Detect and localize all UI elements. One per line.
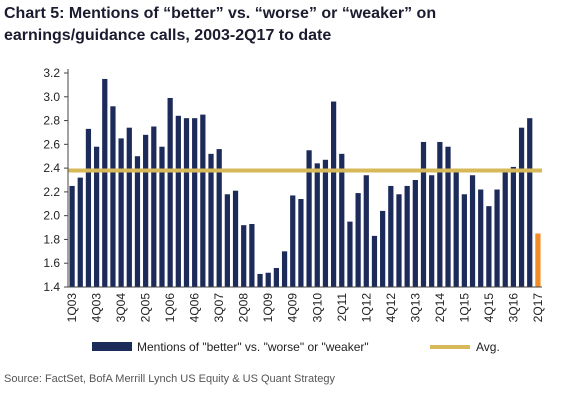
bar: [314, 163, 320, 287]
x-tick-label: 1Q06: [163, 293, 177, 323]
x-tick-label: 4Q12: [384, 293, 398, 323]
bar: [469, 175, 476, 287]
x-tick-label: 1Q03: [65, 293, 79, 323]
bar: [461, 194, 467, 287]
bar: [363, 175, 369, 287]
bar: [159, 146, 165, 287]
y-tick-label: 3.2: [43, 66, 60, 80]
legend-swatch: [92, 342, 132, 351]
x-tick-label: 2Q08: [237, 293, 251, 323]
bar: [126, 127, 132, 287]
bar: [371, 235, 378, 287]
bar: [355, 193, 361, 287]
x-tick-label: 1Q15: [457, 293, 471, 323]
bar: [257, 273, 263, 287]
x-tick-label: 2Q05: [139, 293, 153, 323]
bar: [208, 153, 214, 287]
x-tick-label: 2Q11: [335, 293, 349, 322]
y-tick-label: 2.8: [43, 114, 60, 128]
bar: [445, 146, 451, 287]
bar: [527, 118, 533, 287]
x-tick-label: 3Q13: [408, 293, 422, 323]
bar: [290, 195, 296, 287]
bar: [347, 221, 353, 287]
bar: [510, 166, 517, 287]
bar: [273, 267, 280, 287]
y-tick-label: 2.0: [43, 209, 60, 223]
y-tick-label: 2.2: [43, 185, 60, 199]
bar: [478, 189, 484, 287]
bar: [437, 141, 443, 287]
bar: [216, 149, 222, 287]
bar: [192, 118, 198, 287]
bar: [535, 233, 541, 287]
bar: [298, 199, 304, 287]
bar: [502, 170, 508, 287]
bar: [339, 153, 345, 287]
bar: [330, 101, 337, 288]
x-tick-label: 4Q09: [286, 293, 300, 323]
y-tick-label: 3.0: [43, 90, 60, 104]
x-tick-label: 4Q06: [188, 293, 202, 323]
bar: [151, 126, 157, 287]
bar: [241, 225, 247, 287]
bar: [102, 78, 108, 287]
x-tick-label: 4Q03: [90, 293, 104, 323]
y-tick-label: 1.4: [43, 280, 60, 294]
bar: [93, 146, 100, 287]
x-tick-label: 1Q12: [359, 293, 373, 323]
bar: [69, 185, 75, 287]
bar: [232, 190, 239, 287]
bar: [281, 251, 288, 287]
source: Source: FactSet, BofA Merrill Lynch US E…: [4, 373, 335, 385]
bar: [453, 170, 459, 287]
bar: [412, 180, 418, 287]
x-tick-label: 3Q07: [212, 293, 226, 323]
y-tick-label: 2.6: [43, 137, 60, 151]
x-tick-label: 3Q16: [506, 293, 520, 323]
y-tick-label: 1.6: [43, 256, 60, 270]
legend-label: Mentions of "better" vs. "worse" or "wea…: [137, 340, 369, 354]
bar: [388, 185, 394, 287]
bar: [420, 141, 427, 287]
bar: [200, 114, 206, 287]
x-tick-label: 2Q17: [531, 293, 545, 323]
bar: [143, 134, 149, 287]
bar: [265, 272, 271, 287]
y-tick-label: 2.4: [43, 161, 60, 175]
x-tick-label: 3Q10: [310, 293, 324, 323]
bar: [322, 159, 329, 287]
x-tick-label: 3Q04: [114, 293, 128, 323]
bar: [224, 194, 230, 287]
bar: [118, 138, 124, 287]
bar: [77, 177, 83, 287]
x-tick-label: 4Q15: [482, 293, 496, 323]
bar: [486, 206, 492, 287]
bar: [175, 115, 181, 287]
chart-title: earnings/guidance calls, 2003-2Q17 to da…: [4, 27, 331, 44]
y-tick-label: 1.8: [43, 232, 60, 246]
bar: [167, 97, 173, 287]
bar: [429, 175, 435, 287]
x-tick-label: 1Q09: [261, 293, 275, 323]
bar: [494, 189, 500, 287]
bar: [183, 118, 190, 287]
bar: [85, 128, 92, 287]
bar: [249, 223, 255, 287]
bar: [518, 127, 525, 287]
chart-title: Chart 5: Mentions of “better” vs. “worse…: [4, 5, 436, 22]
bar: [306, 150, 312, 287]
bar: [404, 185, 410, 287]
bar: [134, 156, 141, 287]
bar: [380, 210, 386, 287]
bar: [110, 106, 116, 288]
x-tick-label: 2Q14: [433, 293, 447, 323]
bar: [396, 194, 402, 287]
legend-label: Avg.: [476, 340, 500, 354]
